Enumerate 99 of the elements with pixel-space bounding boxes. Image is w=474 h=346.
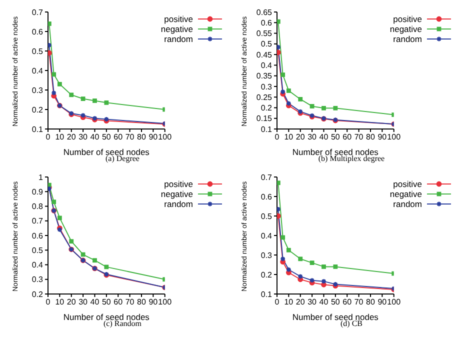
y-tick-label: 1: [38, 172, 44, 182]
y-tick-label: 0.3: [260, 250, 273, 260]
x-tick-label: 70: [125, 298, 135, 307]
x-tick-label: 60: [342, 132, 352, 142]
x-tick-label: 20: [296, 132, 306, 142]
x-tick-label: 80: [137, 132, 146, 142]
y-tick-label: 0.4: [260, 231, 273, 240]
legend-label: negative: [160, 24, 193, 34]
x-tick-label: 80: [366, 132, 376, 142]
legend-label: negative: [160, 189, 193, 199]
y-tick-label: 0.5: [260, 40, 273, 49]
y-tick-label: 0.7: [32, 8, 44, 17]
x-tick-label: 40: [90, 132, 100, 142]
y-tick-label: 0.6: [32, 27, 44, 36]
y-tick-label: 0.7: [32, 216, 44, 226]
x-tick-label: 60: [114, 132, 124, 142]
legend-label: positive: [393, 179, 422, 189]
y-tick-label: 0.2: [32, 290, 44, 299]
legend-label: positive: [164, 179, 193, 189]
legend-label: random: [164, 34, 193, 44]
x-tick-label: 90: [378, 298, 388, 307]
y-tick-label: 0.3: [260, 82, 273, 92]
x-tick-label: 20: [66, 298, 76, 307]
x-tick-label: 10: [55, 298, 65, 307]
legend-label: random: [393, 199, 422, 209]
y-tick-label: 0.4: [32, 260, 44, 270]
y-tick-label: 0.1: [260, 290, 273, 299]
x-tick-label: 40: [90, 298, 100, 307]
x-tick-label: 80: [137, 298, 146, 307]
x-tick-label: 70: [354, 132, 364, 142]
legend-label: positive: [393, 14, 422, 24]
x-tick-label: 60: [114, 298, 124, 307]
text: (a) Degree: [106, 154, 140, 163]
text: (b) Multiplex degree: [318, 154, 385, 163]
legend-label: negative: [390, 189, 422, 199]
y-tick-label: 0.6: [260, 18, 273, 28]
y-tick-label: 0.7: [260, 172, 273, 182]
y-tick-label: 0.5: [32, 246, 44, 255]
y-tick-label: 0.2: [32, 105, 44, 114]
x-tick-label: 20: [296, 298, 306, 307]
y-tick-label: 0.5: [260, 212, 273, 221]
x-tick-label: 50: [330, 298, 340, 307]
y-tick-label: 0.2: [260, 104, 273, 113]
x-tick-label: 80: [366, 298, 376, 307]
x-tick-label: 10: [55, 132, 65, 142]
x-tick-label: 100: [158, 298, 172, 307]
x-axis-title: Number of seed nodes: [292, 312, 378, 322]
y-tick-label: 0.1: [260, 124, 273, 134]
legend-label: random: [164, 199, 193, 209]
x-tick-label: 0: [46, 298, 51, 307]
x-axis-title: Number of seed nodes: [63, 312, 150, 322]
x-tick-label: 0: [274, 298, 280, 307]
x-tick-label: 100: [387, 132, 402, 142]
legend-label: positive: [164, 14, 193, 24]
x-tick-label: 50: [102, 132, 112, 142]
x-tick-label: 30: [78, 132, 88, 142]
x-tick-label: 100: [158, 132, 172, 142]
y-tick-label: 0.6: [32, 231, 44, 240]
legend-label: random: [393, 34, 422, 44]
x-tick-label: 100: [387, 298, 402, 307]
y-tick-label: 0.55: [256, 29, 273, 38]
legend-label: negative: [390, 24, 422, 34]
y-tick-label: 0.15: [256, 114, 273, 124]
x-tick-label: 20: [66, 132, 76, 142]
y-tick-label: 0.25: [256, 92, 273, 102]
x-tick-label: 90: [148, 132, 158, 142]
y-tick-label: 0.65: [256, 8, 273, 17]
x-tick-label: 0: [274, 132, 280, 142]
x-tick-label: 60: [342, 298, 352, 307]
y-tick-label: 0.4: [32, 66, 44, 76]
x-axis-title: Number of seed nodes: [63, 147, 150, 157]
y-tick-label: 0.6: [260, 192, 273, 202]
x-axis-title: Number of seed nodes: [292, 147, 378, 157]
y-tick-label: 0.1: [32, 124, 44, 134]
x-tick-label: 90: [378, 132, 388, 142]
x-tick-label: 70: [125, 132, 135, 142]
x-tick-label: 40: [319, 298, 329, 307]
y-tick-label: 0.3: [32, 275, 44, 284]
y-tick-label: 0.2: [260, 270, 273, 280]
y-tick-label: 0.3: [32, 86, 44, 95]
y-tick-label: 0.4: [260, 61, 273, 70]
x-tick-label: 70: [354, 298, 364, 307]
x-tick-label: 10: [284, 298, 294, 307]
y-tick-label: 0.8: [32, 202, 44, 212]
x-tick-label: 50: [102, 298, 112, 307]
x-tick-label: 50: [330, 132, 340, 142]
x-tick-label: 10: [284, 132, 294, 142]
x-tick-label: 90: [148, 298, 158, 307]
text: (c) Random: [104, 319, 142, 328]
x-tick-label: 30: [78, 298, 88, 307]
y-tick-label: 0.45: [256, 50, 273, 60]
x-tick-label: 0: [46, 132, 51, 142]
text: (d) CB: [340, 319, 362, 328]
x-tick-label: 30: [308, 298, 318, 307]
y-tick-label: 0.9: [32, 187, 44, 196]
x-tick-label: 30: [308, 132, 318, 142]
y-tick-label: 0.35: [256, 72, 273, 81]
x-tick-label: 40: [319, 132, 329, 142]
y-tick-label: 0.5: [32, 46, 44, 56]
